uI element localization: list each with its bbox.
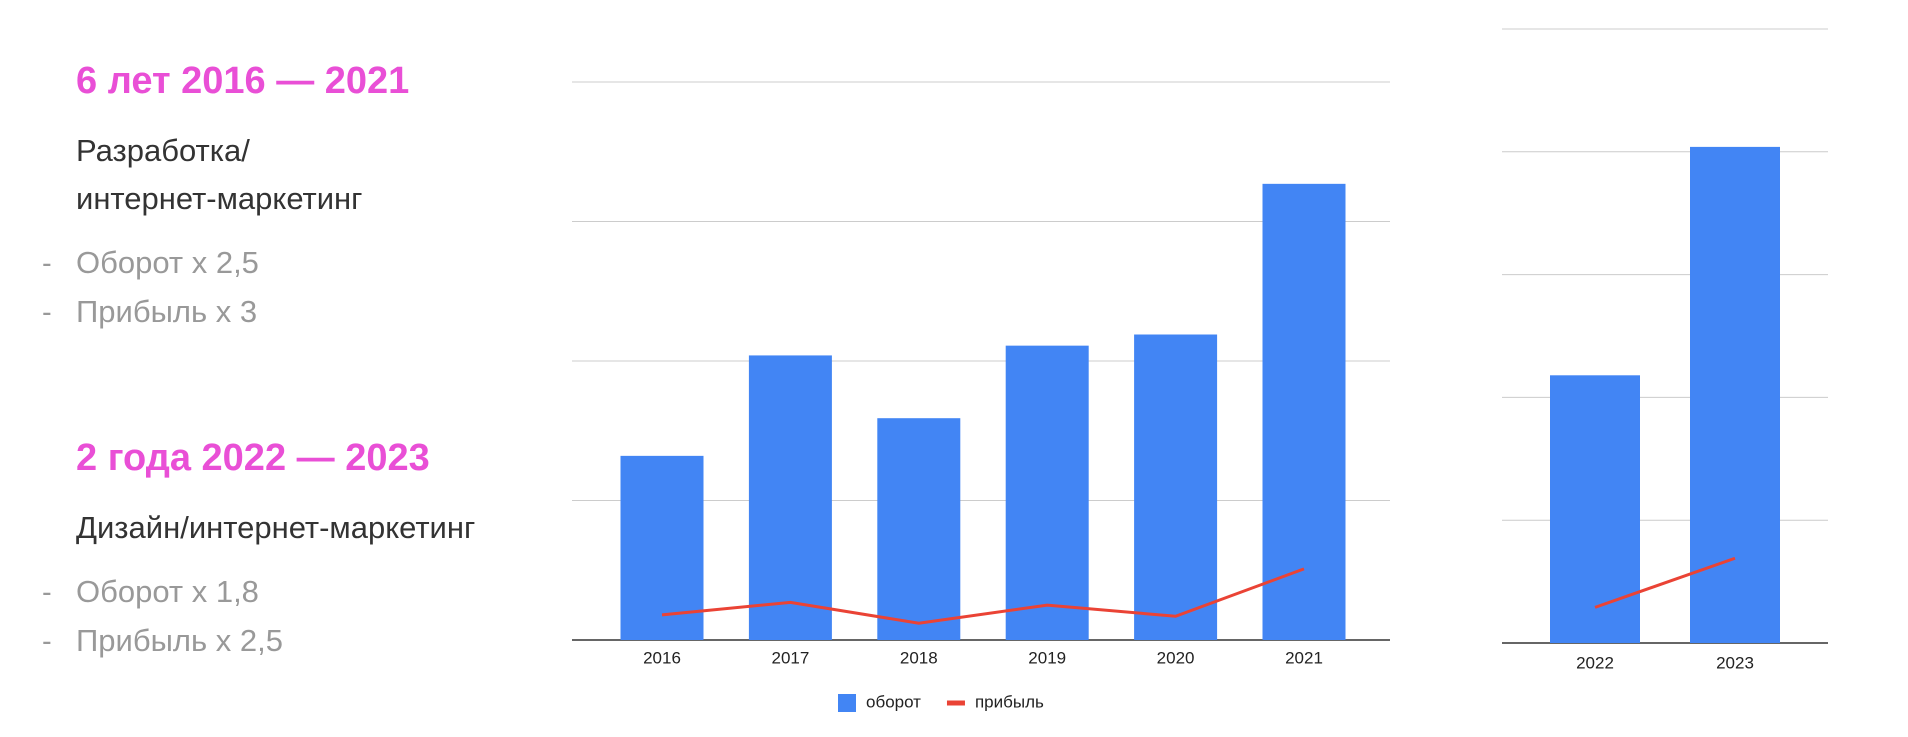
section-line: Разработка/ bbox=[76, 133, 250, 168]
x-tick-label: 2021 bbox=[1285, 648, 1323, 667]
section-line: интернет-маркетинг bbox=[76, 181, 362, 216]
bullet-text: Оборот х 2,5 bbox=[76, 245, 259, 280]
x-tick-label: 2017 bbox=[771, 648, 809, 667]
section-title: 6 лет 2016 — 2021 bbox=[76, 60, 409, 102]
legend-swatch bbox=[838, 694, 856, 712]
line bbox=[661, 567, 1305, 625]
bullet-text: Оборот х 1,8 bbox=[76, 574, 259, 609]
bar bbox=[877, 418, 961, 640]
legend-swatch bbox=[946, 700, 965, 706]
bar bbox=[1690, 146, 1780, 643]
bullet-dash: - bbox=[42, 626, 52, 658]
bullet-dash: - bbox=[42, 248, 52, 280]
legend-label: оборот bbox=[866, 692, 921, 711]
bullet-text: Прибыль х 3 bbox=[76, 294, 257, 329]
section-title: 2 года 2022 — 2023 bbox=[76, 437, 430, 479]
x-tick-label: 2023 bbox=[1716, 653, 1754, 672]
bar bbox=[1550, 375, 1640, 643]
bullet-dash: - bbox=[42, 297, 52, 329]
bar bbox=[1134, 334, 1218, 640]
x-tick-label: 2019 bbox=[1028, 648, 1066, 667]
bar bbox=[620, 455, 704, 640]
x-tick-label: 2018 bbox=[900, 648, 938, 667]
bar bbox=[748, 355, 832, 640]
bar bbox=[1262, 183, 1346, 640]
section-line: Дизайн/интернет-маркетинг bbox=[76, 510, 475, 545]
line bbox=[1594, 556, 1736, 609]
x-tick-label: 2020 bbox=[1157, 648, 1195, 667]
legend-label: прибыль bbox=[975, 692, 1044, 711]
bar bbox=[1005, 345, 1089, 640]
bullet-text: Прибыль х 2,5 bbox=[76, 623, 283, 658]
x-tick-label: 2016 bbox=[643, 648, 681, 667]
x-tick-label: 2022 bbox=[1576, 653, 1614, 672]
bullet-dash: - bbox=[42, 577, 52, 609]
